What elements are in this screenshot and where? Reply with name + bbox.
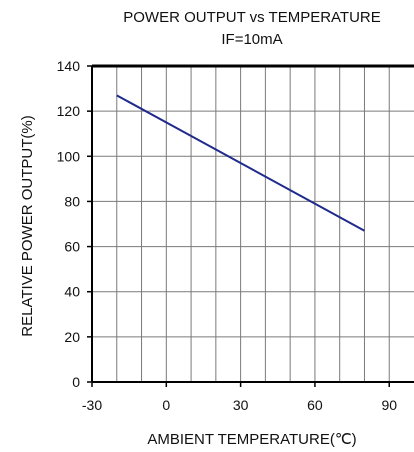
x-tick-label: 30 — [233, 397, 249, 413]
x-axis-title: AMBIENT TEMPERATURE(℃) — [147, 431, 356, 448]
y-tick-label: 140 — [57, 58, 81, 74]
x-tick-label: 90 — [381, 397, 397, 413]
y-tick-label: 100 — [57, 148, 81, 164]
chart-title-group: POWER OUTPUT vs TEMPERATURE IF=10mA — [123, 9, 381, 48]
y-tick-label: 80 — [64, 193, 80, 209]
chart-title: POWER OUTPUT vs TEMPERATURE — [123, 9, 381, 26]
y-tick-label: 120 — [57, 103, 81, 119]
axes — [87, 64, 414, 387]
y-axis-title: RELATIVE POWER OUTPUT(%) — [19, 115, 36, 336]
x-tick-label: 0 — [162, 397, 170, 413]
series-layer — [116, 94, 365, 232]
y-tick-label: 20 — [64, 329, 80, 345]
x-tick-label: -30 — [82, 397, 102, 413]
y-tick-label: 0 — [72, 374, 80, 390]
series-line — [116, 94, 365, 232]
x-tick-label: 60 — [307, 397, 323, 413]
chart-subtitle: IF=10mA — [221, 31, 282, 48]
y-tick-label: 40 — [64, 284, 80, 300]
y-tick-label: 60 — [64, 239, 80, 255]
grid — [92, 66, 414, 382]
